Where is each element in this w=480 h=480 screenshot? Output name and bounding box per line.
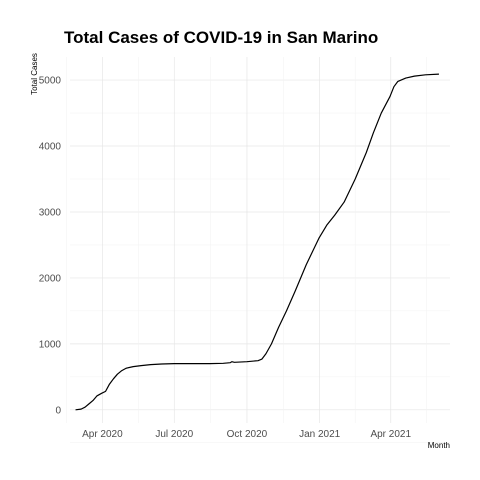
y-tick-label: 3000 — [39, 207, 62, 218]
x-tick-label: Jul 2020 — [155, 429, 193, 440]
x-axis-title: Month — [428, 441, 450, 450]
y-tick-label: 4000 — [39, 142, 62, 153]
chart-title: Total Cases of COVID-19 in San Marino — [64, 28, 378, 47]
x-axis-tick-labels: Apr 2020 Jul 2020 Oct 2020 Jan 2021 Apr 2021 — [82, 429, 411, 440]
x-tick-label: Apr 2021 — [370, 429, 411, 440]
x-tick-label: Apr 2020 — [82, 429, 123, 440]
x-tick-label: Jan 2021 — [299, 429, 341, 440]
y-tick-label: 1000 — [39, 339, 62, 350]
y-tick-label: 0 — [55, 405, 61, 416]
y-axis-title: Total Cases — [30, 53, 39, 95]
y-axis-tick-labels: 0 1000 2000 3000 4000 5000 — [39, 76, 62, 417]
y-tick-label: 5000 — [39, 76, 62, 87]
x-tick-label: Oct 2020 — [227, 429, 268, 440]
grid-lines — [66, 57, 450, 443]
y-tick-label: 2000 — [39, 273, 62, 284]
total-cases-line — [76, 74, 439, 410]
